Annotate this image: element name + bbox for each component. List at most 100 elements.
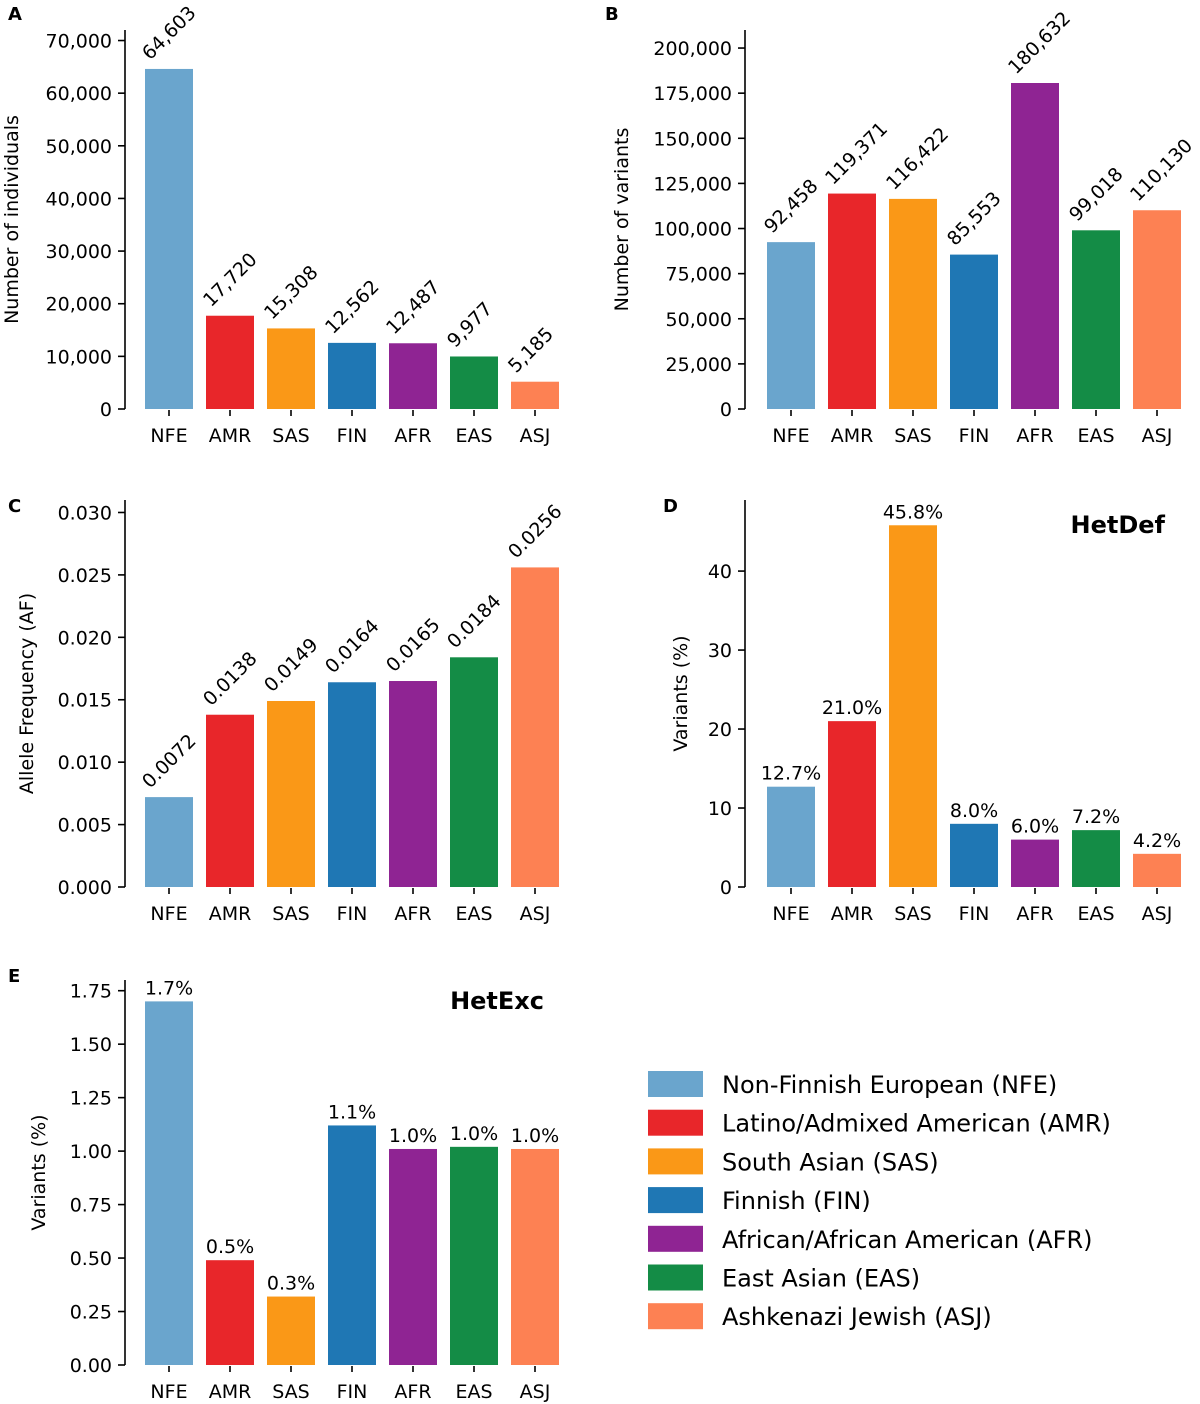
bar-amr — [828, 721, 876, 887]
chart-panel-e: E 0.00 0.25 0.50 0.75 1.00 1.25 1.50 1.75 Variant… — [8, 966, 559, 1403]
bar-afr — [1011, 83, 1059, 409]
x-tick-label-afr: AFR — [394, 903, 431, 925]
y-tick-label: 100,000 — [653, 219, 732, 241]
bar-sas — [267, 328, 315, 409]
x-tick-label-eas: EAS — [455, 903, 492, 925]
bar-eas — [450, 356, 498, 409]
y-tick-label: 150,000 — [653, 128, 732, 150]
data-label-sas: 0.0149 — [260, 634, 323, 697]
y-tick-label: 50,000 — [46, 136, 112, 158]
data-label-eas: 99,018 — [1065, 163, 1128, 226]
bar-asj — [511, 567, 559, 887]
bar-fin — [328, 682, 376, 887]
x-tick-label-nfe: NFE — [772, 903, 809, 925]
data-label-asj: 4.2% — [1133, 830, 1181, 852]
y-tick-label: 30,000 — [46, 241, 112, 263]
bar-sas — [267, 700, 315, 887]
panel-letter: A — [8, 4, 22, 25]
y-axis-title: Variants (%) — [670, 635, 692, 751]
y-tick-label: 1.75 — [70, 981, 112, 1003]
bar-eas — [1072, 230, 1120, 409]
bar-nfe — [767, 786, 815, 887]
data-label-sas: 45.8% — [883, 501, 943, 523]
data-label-nfe: 12.7% — [761, 763, 821, 785]
x-tick-label-amr: AMR — [209, 903, 252, 925]
data-label-afr: 1.0% — [389, 1125, 437, 1147]
panel-letter: C — [8, 496, 21, 517]
x-tick-label-nfe: NFE — [150, 425, 187, 447]
legend-label: East Asian (EAS) — [722, 1265, 920, 1293]
x-tick-label-asj: ASJ — [520, 903, 551, 925]
chart-panel-d: D 0 10 20 30 40 Variants (%) NFE 12.7% AMR 21.0% SA… — [663, 496, 1181, 925]
data-label-afr: 180,632 — [1004, 7, 1075, 78]
x-tick-label-asj: ASJ — [1142, 425, 1173, 447]
y-tick-label: 50,000 — [666, 309, 732, 331]
y-tick-label: 40,000 — [46, 188, 112, 210]
y-tick-label: 1.25 — [70, 1088, 112, 1110]
y-tick-label: 0 — [100, 399, 112, 421]
legend: Non-Finnish European (NFE) Latino/Admixed… — [648, 1071, 1111, 1331]
bar-eas — [1072, 830, 1120, 887]
y-axis-title: Number of individuals — [1, 115, 23, 324]
y-tick-label: 70,000 — [46, 31, 112, 53]
panel-letter: E — [8, 966, 20, 987]
chart-panel-a: A 0 10,000 20,000 30,000 40,000 50,000 60,000 70… — [1, 2, 559, 447]
bar-amr — [206, 315, 254, 409]
x-tick-label-afr: AFR — [394, 1381, 431, 1403]
x-tick-label-sas: SAS — [272, 903, 309, 925]
y-tick-label: 125,000 — [653, 173, 732, 195]
bar-amr — [828, 193, 876, 409]
bar-eas — [450, 657, 498, 887]
y-tick-label: 10 — [708, 798, 732, 820]
y-tick-label: 0.030 — [58, 502, 112, 524]
bar-afr — [1011, 839, 1059, 887]
data-label-asj: 0.0256 — [504, 500, 567, 563]
y-tick-label: 0.00 — [70, 1355, 112, 1377]
x-tick-label-fin: FIN — [959, 425, 990, 447]
y-tick-label: 0.75 — [70, 1195, 112, 1217]
data-label-fin: 1.1% — [328, 1101, 376, 1123]
x-tick-label-sas: SAS — [272, 425, 309, 447]
y-tick-label: 25,000 — [666, 354, 732, 376]
bar-amr — [206, 714, 254, 887]
bar-nfe — [145, 68, 193, 410]
x-tick-label-afr: AFR — [394, 425, 431, 447]
bar-nfe — [767, 242, 815, 409]
bar-amr — [206, 1260, 254, 1365]
y-tick-label: 60,000 — [46, 83, 112, 105]
x-tick-label-amr: AMR — [209, 1381, 252, 1403]
bar-sas — [889, 198, 937, 409]
legend-swatch — [648, 1187, 703, 1214]
y-tick-label: 175,000 — [653, 83, 732, 105]
data-label-afr: 0.0165 — [382, 614, 445, 677]
data-label-afr: 12,487 — [382, 276, 445, 339]
bar-fin — [950, 254, 998, 409]
y-tick-label: 1.50 — [70, 1034, 112, 1056]
legend-swatch — [648, 1225, 703, 1252]
y-tick-label: 0.25 — [70, 1302, 112, 1324]
x-tick-label-amr: AMR — [831, 425, 874, 447]
data-label-amr: 0.0138 — [199, 648, 262, 711]
legend-label: South Asian (SAS) — [722, 1148, 939, 1176]
y-tick-label: 0.025 — [58, 565, 112, 587]
y-tick-label: 0 — [720, 877, 732, 899]
bar-asj — [511, 381, 559, 409]
panel-annotation: HetExc — [450, 987, 544, 1015]
x-tick-label-afr: AFR — [1016, 903, 1053, 925]
bar-afr — [389, 681, 437, 887]
panel-letter: B — [605, 4, 619, 25]
data-label-sas: 0.3% — [267, 1273, 315, 1295]
data-label-eas: 0.0184 — [443, 590, 506, 653]
x-tick-label-fin: FIN — [337, 425, 368, 447]
x-tick-label-sas: SAS — [894, 903, 931, 925]
data-label-sas: 15,308 — [260, 261, 323, 324]
x-tick-label-nfe: NFE — [150, 903, 187, 925]
x-tick-label-asj: ASJ — [520, 425, 551, 447]
legend-label: Ashkenazi Jewish (ASJ) — [722, 1303, 992, 1331]
x-tick-label-eas: EAS — [1077, 903, 1114, 925]
legend-label: African/African American (AFR) — [722, 1226, 1093, 1254]
x-tick-label-fin: FIN — [337, 1381, 368, 1403]
y-tick-label: 75,000 — [666, 264, 732, 286]
y-tick-label: 0.020 — [58, 627, 112, 649]
bar-asj — [1133, 210, 1181, 409]
